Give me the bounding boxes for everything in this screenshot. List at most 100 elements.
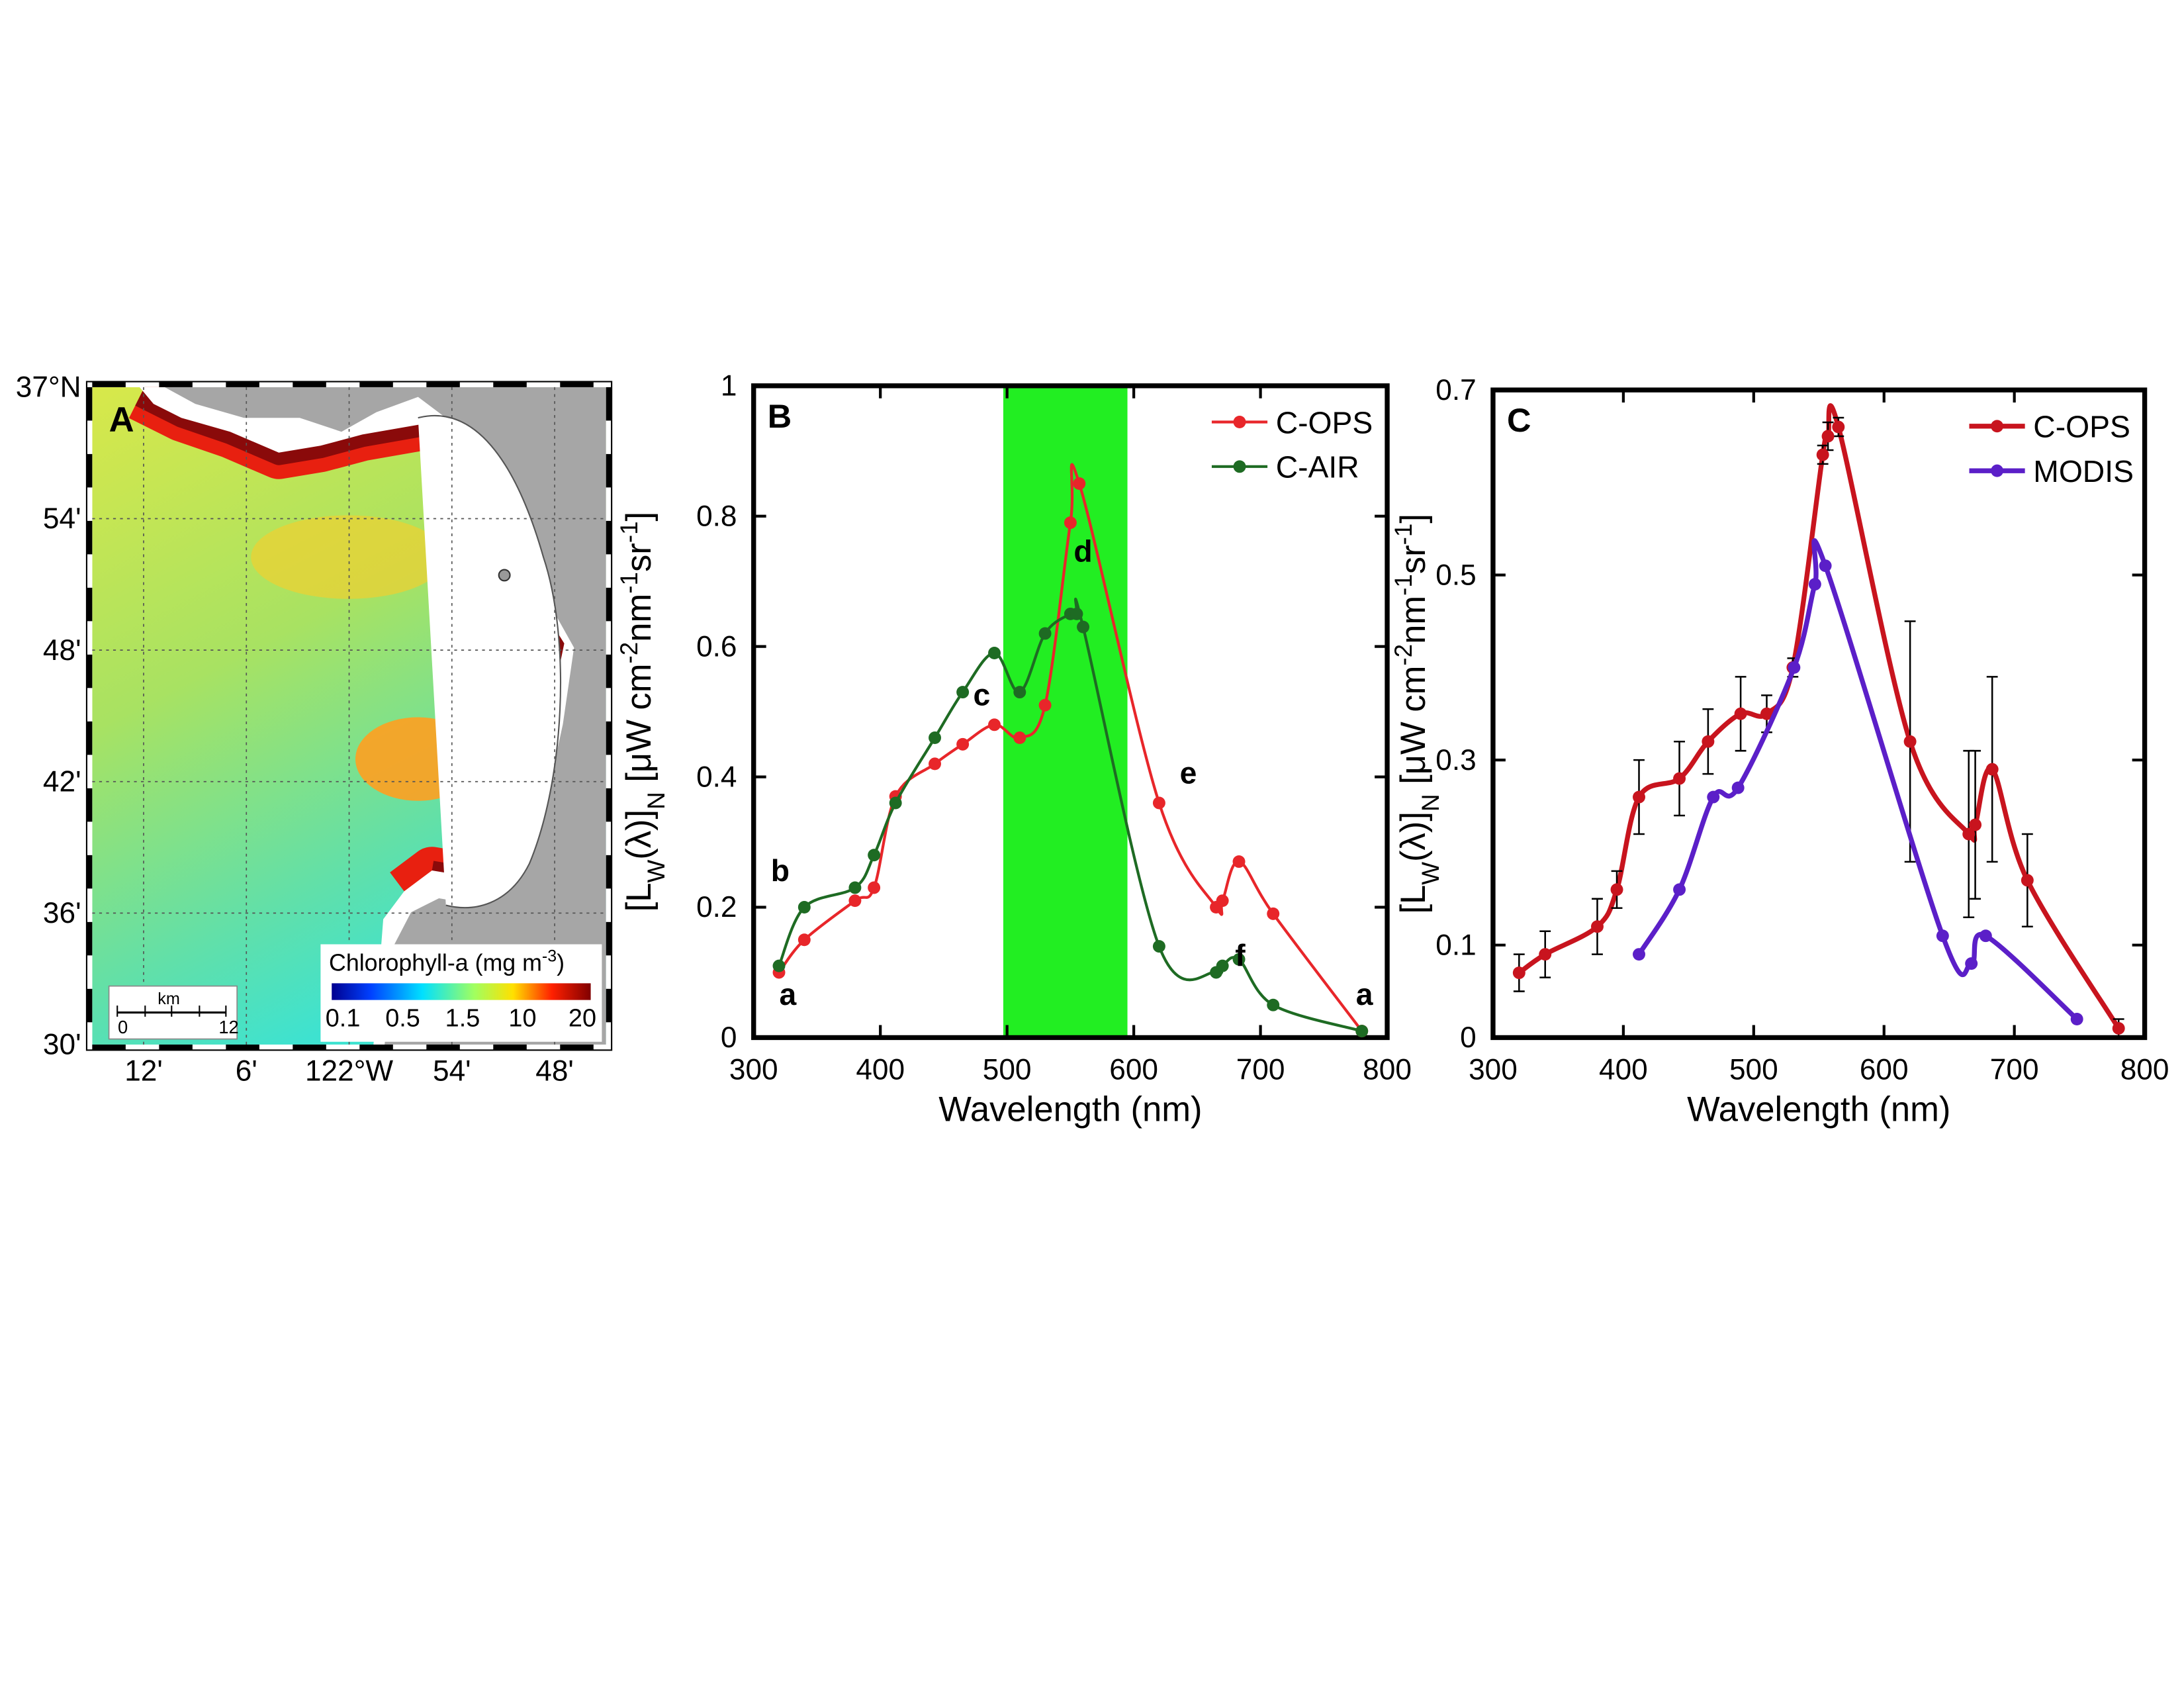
frame-check — [426, 1044, 460, 1051]
y-axis-title-part: [μW cm — [619, 663, 659, 792]
plot-frame — [1490, 387, 2148, 1041]
colorbar-label: 1.5 — [445, 1005, 480, 1033]
lon-label: 122°W — [305, 1055, 393, 1088]
frame-check — [359, 381, 393, 387]
x-tick-label: 300 — [1469, 1054, 1518, 1086]
frame-check — [606, 988, 612, 1023]
data-point — [1832, 420, 1845, 434]
data-point — [1152, 796, 1165, 810]
lat-label: 36' — [43, 897, 81, 929]
y-tick-label: 1 — [721, 370, 737, 402]
frame-check — [606, 520, 612, 555]
series-line — [1637, 538, 2079, 1021]
lat-label: 30' — [43, 1029, 81, 1061]
legend-label: C-OPS — [2033, 410, 2130, 444]
frame-check — [606, 721, 612, 755]
x-axis-title: Wavelength (nm) — [938, 1090, 1202, 1129]
legend-marker — [1991, 464, 2004, 477]
data-point — [1232, 855, 1246, 868]
data-point — [2070, 1013, 2083, 1025]
data-point — [1821, 430, 1835, 443]
x-tick-label: 500 — [983, 1054, 1032, 1086]
colorbar-title-part: Chlorophyll-a (mg m — [329, 949, 542, 976]
data-point — [1013, 731, 1026, 744]
data-point — [1707, 790, 1720, 804]
data-point — [1903, 735, 1917, 748]
data-point — [988, 647, 1001, 659]
data-point — [1216, 959, 1229, 972]
frame-check — [606, 453, 612, 488]
y-axis-title-part: -1 — [615, 572, 643, 594]
y-axis-title-part: -1 — [615, 521, 643, 543]
frame-check — [606, 788, 612, 822]
data-point — [929, 731, 941, 744]
data-point — [1038, 627, 1052, 640]
y-axis-title-part: -1 — [1389, 574, 1416, 596]
highlight-band — [1003, 385, 1128, 1038]
data-point — [1702, 735, 1715, 748]
frame-check — [606, 387, 612, 421]
frame-check — [86, 988, 93, 1023]
data-point — [1633, 948, 1645, 961]
frame-check — [86, 587, 93, 622]
y-tick-label: 0.6 — [696, 630, 737, 663]
y-axis-title-part: sr — [619, 543, 659, 572]
frame-check — [560, 381, 594, 387]
data-point — [868, 849, 881, 862]
annotation: c — [973, 677, 990, 712]
annotation: f — [1235, 938, 1246, 972]
x-tick-label: 800 — [1363, 1054, 1412, 1086]
data-point — [1788, 661, 1801, 674]
data-point — [1734, 707, 1747, 720]
frame-check — [493, 381, 527, 387]
frame-check — [86, 788, 93, 822]
y-axis-title-part: N — [643, 792, 670, 810]
lon-label: 12' — [124, 1055, 163, 1088]
frame-check — [560, 1044, 594, 1051]
y-axis-title-part: ] — [1394, 514, 1433, 524]
y-axis-title-part: (λ)] — [1394, 812, 1433, 862]
y-axis-title-part: [L — [1394, 885, 1433, 914]
frame-check — [293, 1044, 326, 1051]
annotation: a — [1356, 977, 1374, 1011]
colorbar-title-part: ) — [557, 949, 565, 976]
data-point — [1816, 448, 1829, 461]
annotation: a — [780, 977, 797, 1011]
data-point — [1512, 966, 1525, 980]
colorbar — [332, 983, 591, 1000]
frame-check — [86, 387, 93, 421]
lon-label: 54' — [433, 1055, 471, 1088]
y-axis-title-part: -2 — [615, 642, 643, 664]
map-frame — [85, 381, 613, 1051]
y-tick-label: 0.3 — [1435, 744, 1476, 776]
data-point — [1985, 763, 1999, 776]
data-point — [889, 796, 902, 810]
scale-tick-label: 0 — [118, 1017, 128, 1037]
x-tick-label: 700 — [1236, 1054, 1285, 1086]
station-marker — [498, 569, 511, 582]
lat-label: 42' — [43, 765, 81, 798]
data-point — [1267, 907, 1280, 920]
y-tick-label: 0 — [721, 1021, 737, 1054]
y-tick-label: 0.7 — [1435, 374, 1476, 406]
scale-tick-label: 12 — [218, 1017, 238, 1037]
data-point — [1808, 578, 1821, 591]
data-point — [1633, 790, 1645, 804]
colorbar-label: 0.5 — [385, 1005, 420, 1033]
x-tick-label: 400 — [856, 1054, 905, 1086]
data-point — [1355, 1025, 1369, 1038]
annotation: e — [1180, 755, 1197, 790]
data-point — [1073, 477, 1086, 490]
frame-check — [159, 1044, 193, 1051]
data-point — [1731, 781, 1745, 794]
y-axis-title-part: (λ)] — [619, 810, 659, 860]
data-point — [1936, 929, 1949, 943]
x-tick-label: 400 — [1599, 1054, 1648, 1086]
frame-check — [86, 520, 93, 555]
legend-label: C-OPS — [1276, 405, 1373, 440]
x-tick-label: 600 — [1860, 1054, 1909, 1086]
data-point — [1152, 940, 1165, 953]
data-point — [1591, 920, 1604, 933]
data-point — [988, 718, 1001, 731]
